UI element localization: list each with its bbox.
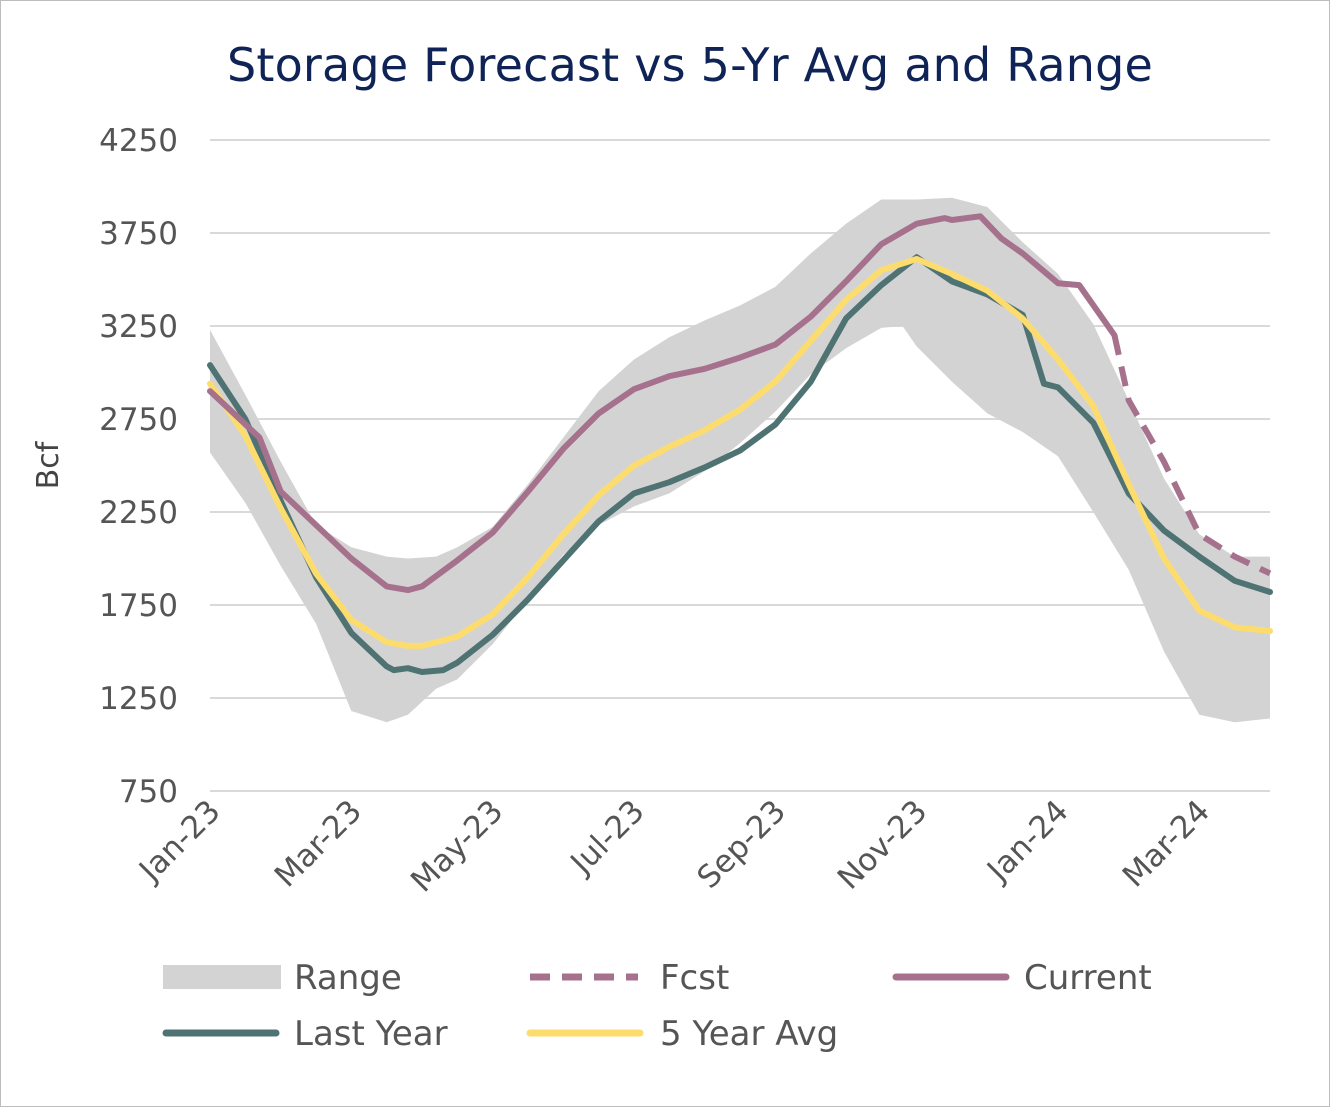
- legend-fcst-label: Fcst: [660, 958, 729, 998]
- y-tick-label: 750: [119, 774, 178, 810]
- last-year-line: [207, 254, 1273, 675]
- forecast-line: [1111, 334, 1272, 577]
- y-tick-label: 3750: [99, 216, 178, 252]
- y-tick-label: 2750: [99, 402, 178, 438]
- x-tick-label: Jul-23: [563, 793, 652, 882]
- current-line: [207, 213, 1118, 594]
- x-tick-label: Sep-23: [690, 793, 793, 896]
- plot-area: [207, 197, 1273, 723]
- y-tick-label: 1750: [99, 588, 178, 624]
- legend: Range Fcst Current Last Year 5 Year Avg: [162, 958, 1152, 1054]
- y-tick-label: 3250: [99, 309, 178, 345]
- x-tick-label: Jan-24: [979, 793, 1075, 889]
- y-axis-label: Bcf: [31, 440, 66, 489]
- legend-range-swatch: [163, 965, 281, 989]
- chart-title: Storage Forecast vs 5-Yr Avg and Range: [226, 38, 1154, 92]
- legend-range-label: Range: [294, 958, 402, 998]
- range-band: [210, 197, 1270, 723]
- legend-last-year-label: Last Year: [294, 1014, 448, 1054]
- legend-5-year-avg-label: 5 Year Avg: [660, 1014, 838, 1054]
- x-axis-ticks: Jan-23 Mar-23 May-23 Jul-23 Sep-23 Nov-23 Jan-…: [131, 793, 1217, 899]
- y-tick-label: 2250: [99, 495, 178, 531]
- legend-current-label: Current: [1024, 958, 1152, 998]
- y-tick-label: 4250: [99, 123, 178, 159]
- x-tick-label: May-23: [404, 793, 510, 899]
- y-axis-ticks: 4250 3750 3250 2750 2250 1750 1250 750: [99, 123, 178, 810]
- x-tick-label: Mar-24: [1116, 793, 1217, 894]
- five-year-avg-line: [207, 256, 1273, 649]
- y-tick-label: 1250: [99, 681, 178, 717]
- x-tick-label: Nov-23: [831, 793, 934, 896]
- x-tick-label: Mar-23: [268, 793, 369, 894]
